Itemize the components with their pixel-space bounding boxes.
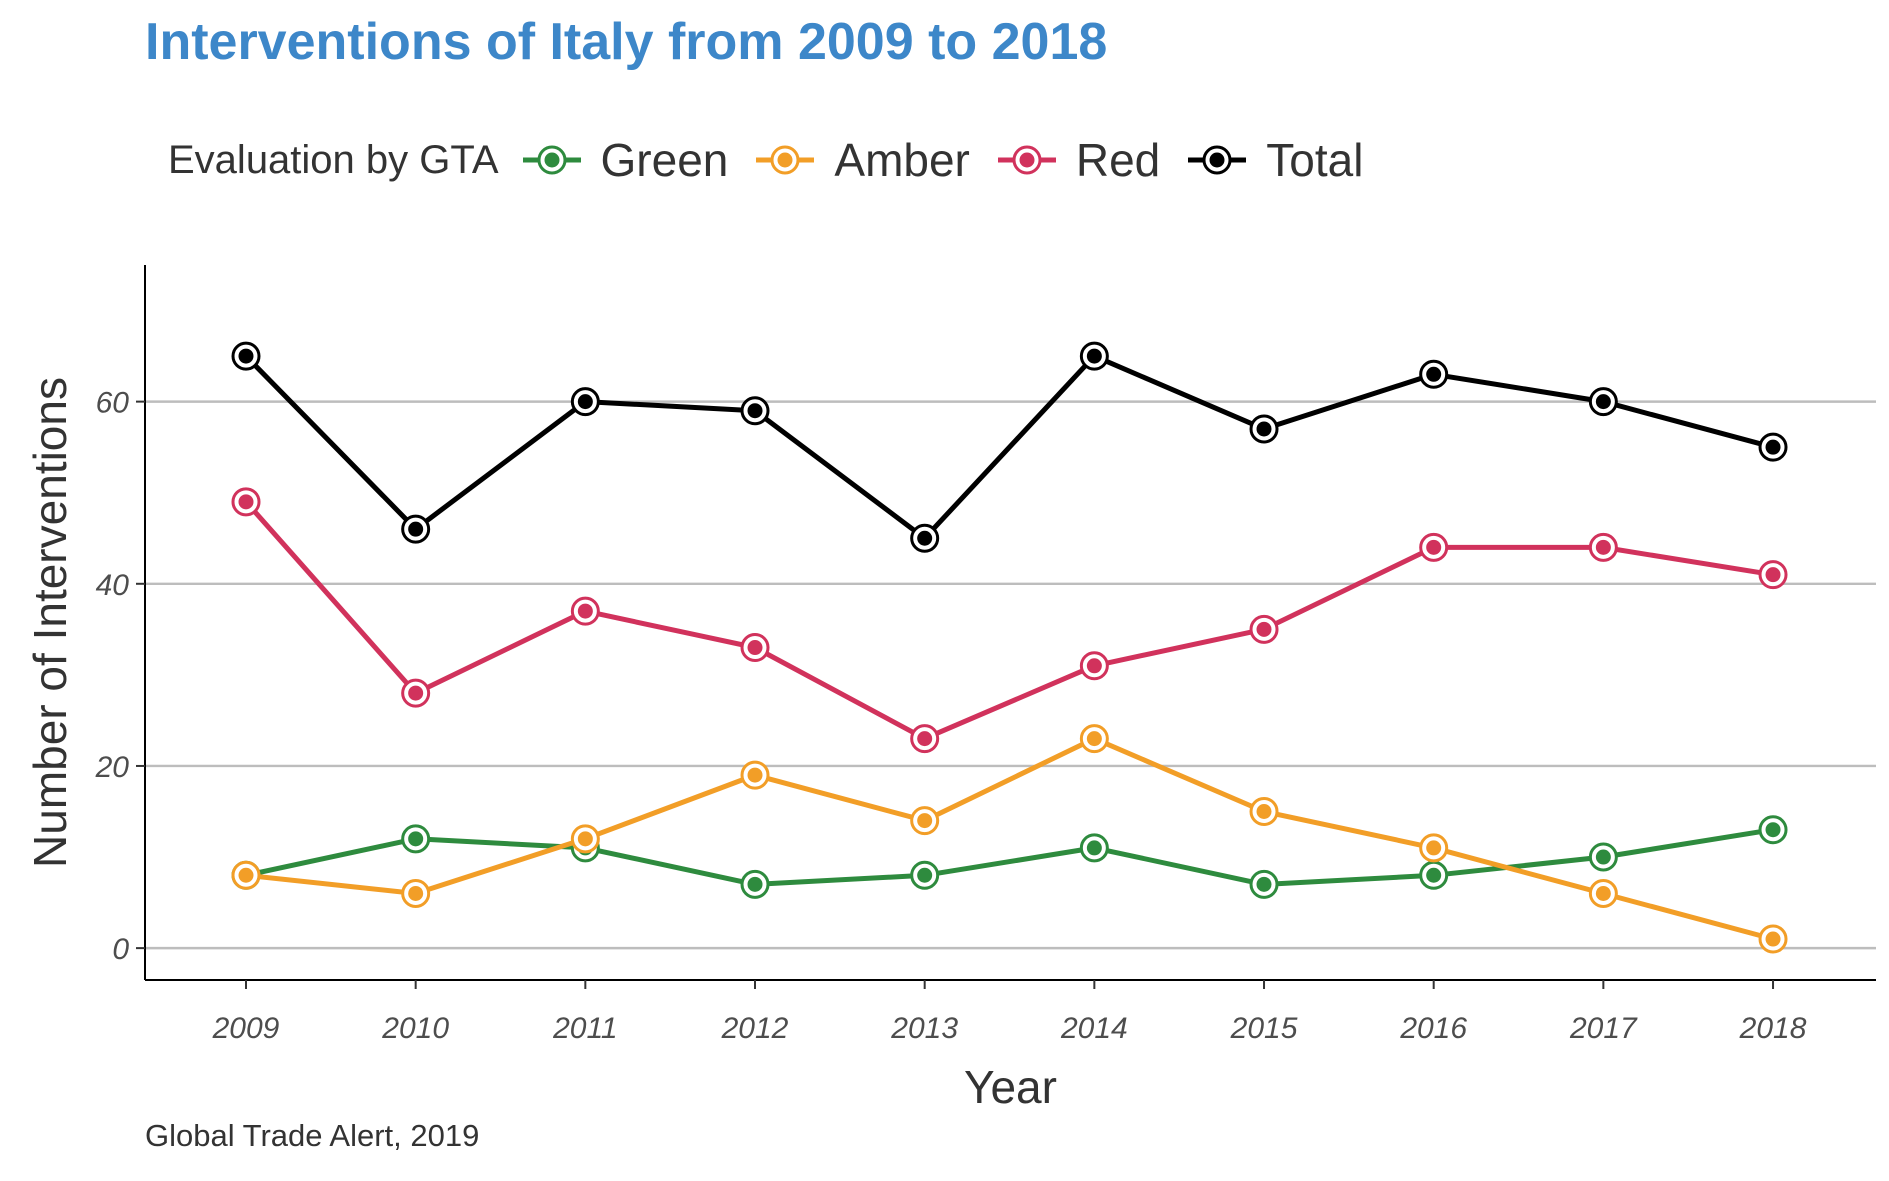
legend-key-green — [522, 145, 581, 175]
legend-item-green: Green — [521, 133, 729, 187]
point-red-2015 — [1249, 614, 1279, 644]
point-total-2015 — [1249, 414, 1279, 444]
chart-title: Interventions of Italy from 2009 to 2018 — [145, 13, 1108, 71]
point-green-2018 — [1758, 815, 1788, 845]
point-red-2016 — [1419, 532, 1449, 562]
x-tick-label-2016: 2016 — [1399, 1012, 1467, 1045]
series-line-amber — [243, 736, 1776, 942]
point-total-2017 — [1588, 387, 1618, 417]
point-red-2017 — [1588, 532, 1618, 562]
series-line-green — [243, 827, 1776, 887]
x-tick-label-2013: 2013 — [890, 1012, 958, 1045]
x-tick-label-2009: 2009 — [212, 1012, 280, 1045]
chart-caption: Global Trade Alert, 2019 — [145, 1118, 480, 1153]
legend-title: Evaluation by GTA — [168, 137, 499, 182]
point-total-2009 — [231, 341, 261, 371]
legend-label-green: Green — [600, 134, 729, 186]
x-tick-label-2010: 2010 — [381, 1012, 449, 1045]
point-total-2010 — [401, 514, 431, 544]
legend-item-amber: Amber — [754, 133, 970, 187]
point-red-2014 — [1079, 651, 1109, 681]
y-tick-label-40: 40 — [96, 569, 130, 602]
legend-key-amber — [756, 145, 815, 175]
point-amber-2018 — [1758, 924, 1788, 954]
legend-item-total: Total — [1186, 133, 1363, 187]
point-total-2014 — [1079, 341, 1109, 371]
point-amber-2010 — [401, 878, 431, 908]
point-green-2012 — [740, 869, 770, 899]
point-total-2012 — [740, 396, 770, 426]
point-amber-2015 — [1249, 796, 1279, 826]
point-green-2013 — [910, 860, 940, 890]
series-line-total — [243, 353, 1776, 541]
point-amber-2014 — [1079, 724, 1109, 754]
legend-item-red: Red — [996, 133, 1160, 187]
point-total-2013 — [910, 523, 940, 553]
series-red — [231, 487, 1788, 754]
point-green-2015 — [1249, 869, 1279, 899]
x-tick-label-2011: 2011 — [552, 1012, 618, 1045]
point-amber-2013 — [910, 806, 940, 836]
point-amber-2016 — [1419, 833, 1449, 863]
point-total-2011 — [570, 387, 600, 417]
x-axis-title: Year — [964, 1061, 1057, 1113]
series-green — [231, 815, 1788, 899]
x-tick-label-2014: 2014 — [1060, 1012, 1128, 1045]
legend-key-total — [1188, 145, 1247, 175]
legend-label-red: Red — [1075, 134, 1161, 186]
point-green-2014 — [1079, 833, 1109, 863]
point-red-2010 — [401, 678, 431, 708]
legend: Evaluation by GTA Green Amber Red Total — [168, 130, 1389, 190]
point-green-2017 — [1588, 842, 1618, 872]
legend-label-total: Total — [1266, 134, 1364, 186]
point-red-2012 — [740, 633, 770, 663]
point-total-2016 — [1419, 359, 1449, 389]
point-red-2009 — [231, 487, 261, 517]
legend-key-red — [997, 145, 1056, 175]
point-amber-2017 — [1588, 878, 1618, 908]
legend-label-amber: Amber — [834, 134, 970, 186]
point-amber-2012 — [740, 760, 770, 790]
point-red-2018 — [1758, 560, 1788, 590]
point-amber-2011 — [570, 824, 600, 854]
x-tick-label-2015: 2015 — [1230, 1012, 1298, 1045]
series-amber — [231, 724, 1788, 954]
y-tick-label-20: 20 — [95, 751, 130, 784]
point-red-2011 — [570, 596, 600, 626]
x-tick-label-2018: 2018 — [1739, 1012, 1807, 1045]
point-total-2018 — [1758, 432, 1788, 462]
y-tick-label-60: 60 — [96, 387, 130, 420]
x-tick-label-2017: 2017 — [1569, 1012, 1638, 1045]
point-green-2016 — [1419, 860, 1449, 890]
series-line-red — [243, 499, 1776, 742]
series-total — [231, 341, 1788, 553]
point-green-2010 — [401, 824, 431, 854]
y-axis-title: Number of Interventions — [24, 377, 76, 868]
y-tick-label-0: 0 — [112, 933, 129, 966]
point-red-2013 — [910, 724, 940, 754]
x-tick-label-2012: 2012 — [721, 1012, 789, 1045]
point-amber-2009 — [231, 860, 261, 890]
